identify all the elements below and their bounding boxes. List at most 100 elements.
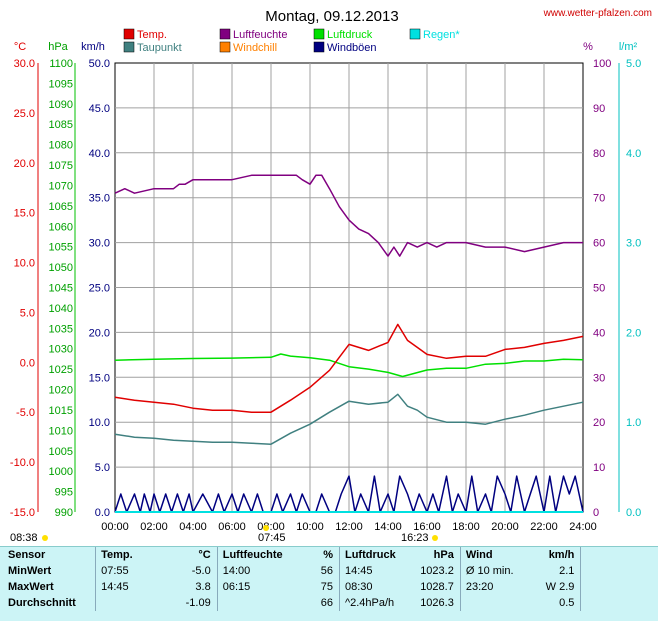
x-tick-label: 24:00: [569, 521, 597, 533]
pressure-tick-label: 1035: [49, 323, 73, 335]
humidity-time: 06:15: [216, 579, 304, 595]
wind-unit: km/h: [81, 41, 105, 53]
wind-tick-label: 35.0: [89, 193, 110, 205]
chart-title: Montag, 09.12.2013: [265, 8, 398, 25]
pressure-tick-label: 1095: [49, 78, 73, 90]
temp-time: 14:45: [95, 579, 170, 595]
rain-tick-label: 4.0: [626, 148, 641, 160]
pressure-tick-label: 1020: [49, 385, 73, 397]
hdr-pressure: Luftdruck: [338, 547, 415, 563]
axis-units: °C hPa km/h % l/m²: [14, 41, 638, 53]
pressure-tick-label: 1070: [49, 180, 73, 192]
wind-tick-label: 0.0: [95, 507, 110, 519]
row-label: MinWert: [8, 565, 52, 577]
wind-time: 23:20: [459, 579, 526, 595]
humidity-tick-label: 80: [593, 148, 605, 160]
rain-tick-label: 2.0: [626, 327, 641, 339]
temp-tick-label: -15.0: [10, 507, 35, 519]
hdr-sensor: Sensor: [8, 549, 46, 561]
humidity-tick-label: 0: [593, 507, 599, 519]
pressure-tick-label: 1005: [49, 446, 73, 458]
legend-swatch: [409, 28, 421, 40]
temp-value: 3.8: [195, 581, 211, 593]
stats-row-min: MinWert 07:55 -5.0 14:00 56 14:45 1023.2…: [0, 563, 658, 579]
legend-swatch: [313, 41, 325, 53]
humidity-tick-label: 20: [593, 417, 605, 429]
temp-value: -1.09: [185, 597, 211, 609]
humidity-value: 66: [320, 597, 333, 609]
rain-tick-label: 1.0: [626, 417, 641, 429]
x-tick-label: 12:00: [335, 521, 363, 533]
pressure-time: ^2.4hPa/h: [338, 595, 415, 611]
pressure-tick-label: 1085: [49, 119, 73, 131]
pressure-tick-label: 1100: [49, 58, 73, 70]
wind-tick-label: 10.0: [89, 417, 110, 429]
humidity-tick-label: 70: [593, 193, 605, 205]
pressure-tick-label: 1090: [49, 99, 73, 111]
legend-swatch: [219, 41, 231, 53]
weather-chart: Montag, 09.12.2013 www.wetter-pfalzen.co…: [10, 8, 652, 544]
temp-tick-label: 0.0: [20, 357, 35, 369]
temp-tick-label: 5.0: [20, 307, 35, 319]
grid: [114, 62, 584, 513]
stats-table: Sensor Temp. °C Luftfeuchte % Luftdruck …: [0, 547, 658, 611]
legend-label: Windchill: [233, 42, 277, 54]
legend-label: Luftdruck: [327, 29, 373, 41]
wind-value: 0.5: [559, 597, 575, 609]
pressure-unit: hPa: [48, 41, 68, 53]
legend-label: Regen*: [423, 29, 460, 41]
humidity-time: [216, 595, 304, 611]
pressure-tick-label: 1080: [49, 140, 73, 152]
humidity-value: 56: [320, 565, 333, 577]
rain-tick-label: 0.0: [626, 507, 641, 519]
temp-time: 07:55: [95, 563, 170, 579]
pressure-tick-label: 1025: [49, 364, 73, 376]
hdr-humidity: Luftfeuchte: [216, 547, 304, 563]
tick-labels: 00:00 02:00 04:00 06:00 08:00 10:00 12:00 14:00…: [10, 58, 641, 533]
sun-icon: [42, 535, 48, 541]
pressure-tick-label: 1055: [49, 242, 73, 254]
humidity-tick-label: 100: [593, 58, 611, 70]
x-tick-label: 14:00: [374, 521, 402, 533]
pressure-tick-label: 1050: [49, 262, 73, 274]
humidity-unit: %: [583, 41, 593, 53]
hdr-humidity-unit: %: [323, 549, 333, 561]
row-label: Durchschnitt: [8, 597, 76, 609]
wind-tick-label: 15.0: [89, 372, 110, 384]
stats-row-avg: Durchschnitt -1.09 66 ^2.4hPa/h 1026.3 0…: [0, 595, 658, 611]
legend-label: Luftfeuchte: [233, 29, 287, 41]
row-label: MaxWert: [8, 581, 54, 593]
legend-swatch: [123, 28, 135, 40]
pressure-tick-label: 1065: [49, 201, 73, 213]
stats-row-max: MaxWert 14:45 3.8 06:15 75 08:30 1028.7 …: [0, 579, 658, 595]
site-link[interactable]: www.wetter-pfalzen.com: [543, 8, 652, 19]
series-line-luftfeuchte: [114, 174, 583, 257]
temp-tick-label: -10.0: [10, 457, 35, 469]
hdr-pressure-unit: hPa: [433, 549, 454, 561]
pressure-tick-label: 995: [55, 487, 73, 499]
temp-tick-label: 10.0: [14, 258, 35, 270]
wind-time: Ø 10 min.: [459, 563, 526, 579]
rain-unit: l/m²: [619, 41, 638, 53]
pressure-tick-label: 1040: [49, 303, 73, 315]
wind-tick-label: 5.0: [95, 462, 110, 474]
hdr-wind-unit: km/h: [548, 549, 575, 561]
x-tick-label: 16:00: [413, 521, 441, 533]
pressure-tick-label: 990: [55, 507, 73, 519]
pressure-tick-label: 1010: [49, 425, 73, 437]
wind-value: 2.1: [559, 565, 575, 577]
legend: Temp. Luftfeuchte Luftdruck Regen* Taupunkt W…: [123, 28, 460, 54]
wind-tick-label: 50.0: [89, 58, 110, 70]
pressure-value: 1026.3: [420, 597, 454, 609]
legend-label: Taupunkt: [137, 42, 182, 54]
x-tick-label: 04:00: [179, 521, 207, 533]
humidity-value: 75: [320, 581, 333, 593]
sun-markers: 08:38 07:45 16:23: [10, 525, 438, 544]
rain-tick-label: 5.0: [626, 58, 641, 70]
pressure-tick-label: 1045: [49, 283, 73, 295]
temp-time: [95, 595, 170, 611]
wind-time: [459, 595, 526, 611]
sunset-icon: [432, 535, 438, 541]
stats-header-row: Sensor Temp. °C Luftfeuchte % Luftdruck …: [0, 547, 658, 563]
pressure-tick-label: 1000: [49, 466, 73, 478]
